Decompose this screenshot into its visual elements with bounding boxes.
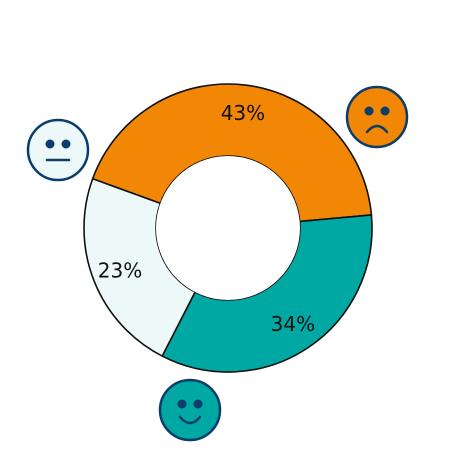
- neutral-face-icon: [26, 118, 90, 182]
- slice-label-1: 34%: [271, 312, 315, 336]
- slice-label-2: 23%: [98, 258, 142, 282]
- donut-labels: 43% 34% 23%: [98, 101, 315, 336]
- happy-face-icon: [158, 378, 222, 442]
- slice-label-0: 43%: [221, 101, 265, 125]
- donut-hole: [156, 156, 300, 300]
- donut-segments: [83, 83, 373, 373]
- sad-face-icon: [345, 85, 409, 149]
